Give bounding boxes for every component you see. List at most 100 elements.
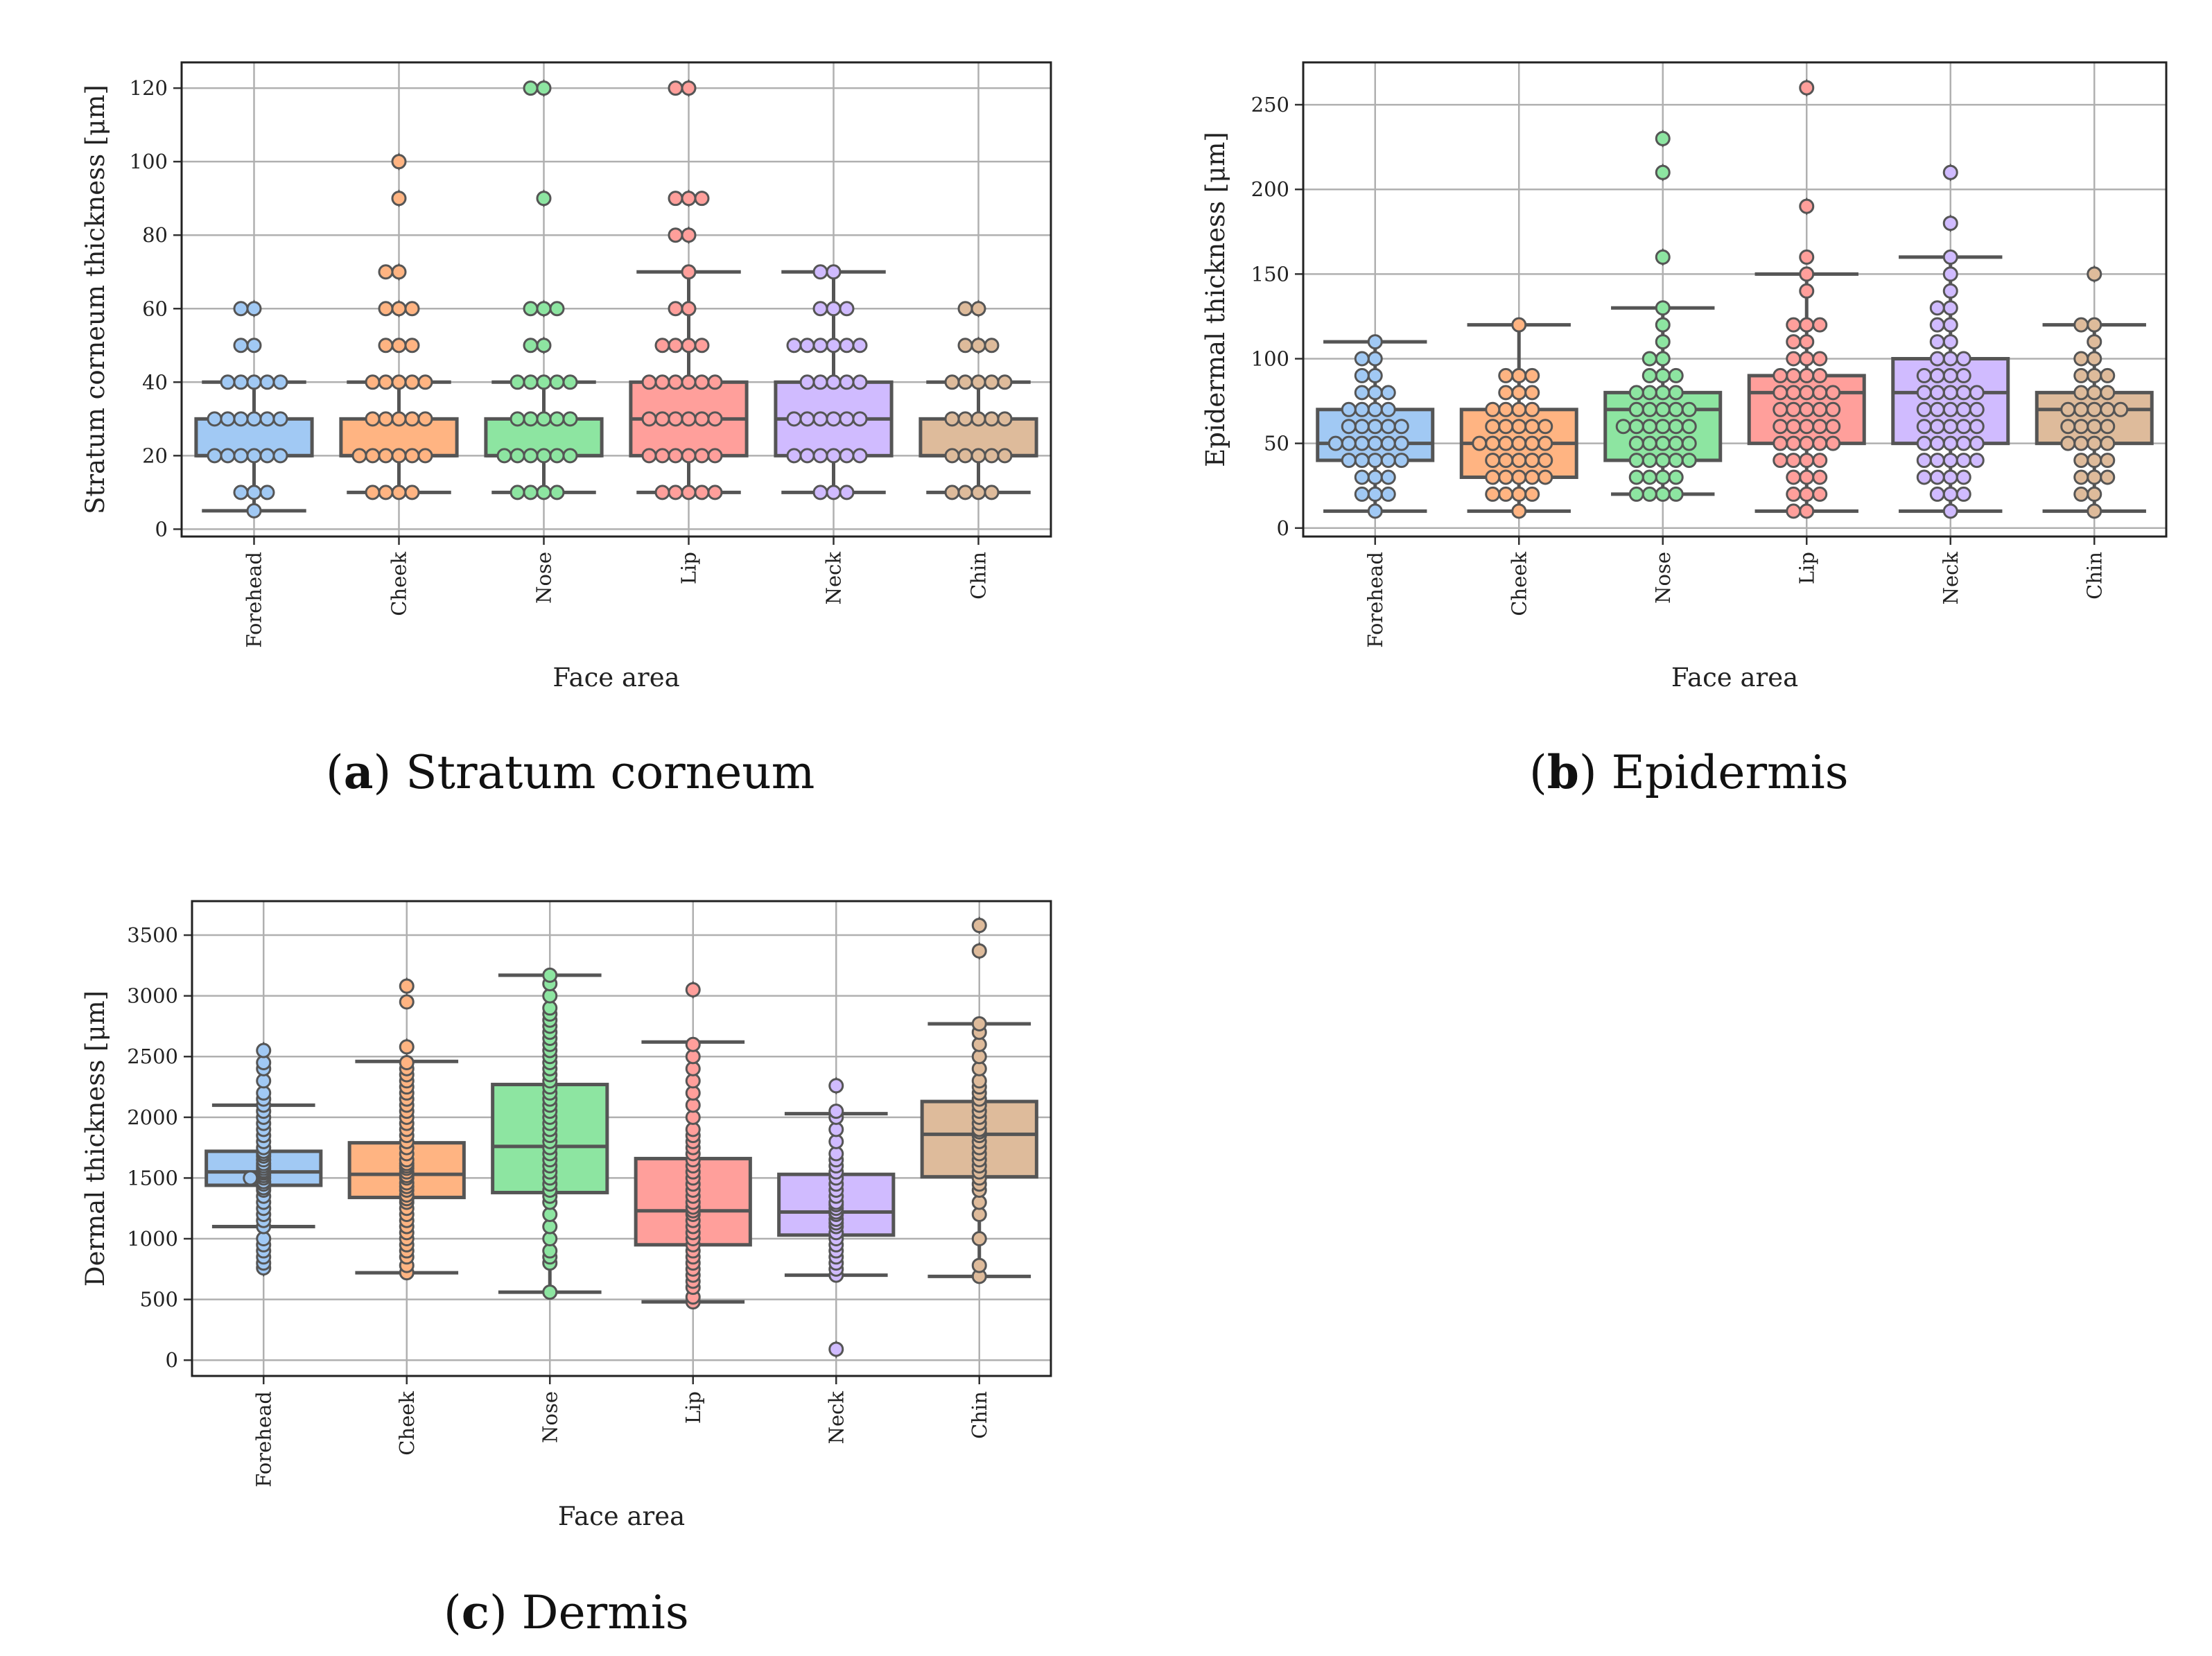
data-point [378,485,394,500]
data-point [1773,453,1788,469]
data-point [391,485,407,500]
data-point [1393,435,1409,451]
data-point [1969,435,1985,451]
data-point [1655,401,1671,417]
data-point [1367,503,1383,519]
data-point [957,411,973,427]
caption-b: (b) Epidermis [1529,745,1849,799]
data-point [1799,351,1815,367]
data-point [641,448,657,464]
data-point [2087,317,2102,333]
data-point [1773,419,1788,435]
data-point [1799,283,1815,299]
data-point [852,448,868,464]
data-point [510,411,525,427]
data-point [799,374,815,390]
data-point [654,374,670,390]
data-point [1969,419,1985,435]
data-point [668,448,683,464]
data-point [1668,435,1684,451]
data-point [2073,486,2089,502]
data-point [378,301,394,317]
data-point [1929,419,1945,435]
data-point [1380,435,1396,451]
data-point [1367,486,1383,502]
y-tick-label: 0 [1277,516,1289,540]
data-point [2073,385,2089,401]
data-point [523,301,539,317]
data-point [1538,453,1553,469]
data-point [828,1104,844,1119]
data-point [839,301,855,317]
data-point [1969,453,1985,469]
data-point [1628,385,1644,401]
data-point [549,411,565,427]
data-point [852,411,868,427]
data-point [1773,401,1788,417]
data-point [220,374,236,390]
data-point [1341,453,1357,469]
data-point [1380,469,1396,485]
data-point [668,301,683,317]
data-point [1825,401,1841,417]
data-point [1668,486,1684,502]
data-point [1524,401,1540,417]
caption-c-letter: c [461,1585,489,1639]
data-point [839,374,855,390]
data-point [1929,334,1945,350]
data-point [391,374,407,390]
data-point [1799,401,1815,417]
data-point [654,485,670,500]
y-axis-label: Epidermal thickness [μm] [1201,132,1230,467]
y-tick-label: 0 [155,517,168,541]
data-point [1942,503,1958,519]
data-point [1825,385,1841,401]
data-point [944,374,960,390]
data-point [812,485,828,500]
data-point [957,485,973,500]
data-point [1799,486,1815,502]
data-point [2087,486,2102,502]
data-point [997,411,1013,427]
data-point [1641,351,1657,367]
data-point [1538,435,1553,451]
data-point [1942,435,1958,451]
data-point [1641,453,1657,469]
data-point [694,338,710,354]
data-point [365,374,381,390]
data-point [1956,469,1971,485]
data-point [2073,419,2089,435]
data-point [1799,385,1815,401]
data-point [1799,469,1815,485]
data-point [957,448,973,464]
data-point [1655,367,1671,383]
data-point [1681,401,1697,417]
x-tick-label: Chin [2082,552,2106,600]
data-point [1655,130,1671,146]
data-point [233,301,249,317]
data-point [549,374,565,390]
data-point [641,374,657,390]
x-tick-label: Chin [967,552,991,600]
data-point [1380,419,1396,435]
data-point [1524,486,1540,502]
data-point [1956,401,1971,417]
data-point [272,448,288,464]
data-point [510,374,525,390]
data-point [404,448,420,464]
data-point [523,374,539,390]
data-point [549,448,565,464]
data-point [681,485,697,500]
data-point [1786,334,1802,350]
data-point [997,374,1013,390]
y-tick-label: 60 [142,297,168,320]
data-point [536,485,552,500]
x-tick-label: Lip [1795,552,1818,584]
data-point [391,448,407,464]
data-point [246,338,262,354]
data-point [1367,469,1383,485]
data-point [1681,453,1697,469]
data-point [378,374,394,390]
data-point [1812,385,1828,401]
